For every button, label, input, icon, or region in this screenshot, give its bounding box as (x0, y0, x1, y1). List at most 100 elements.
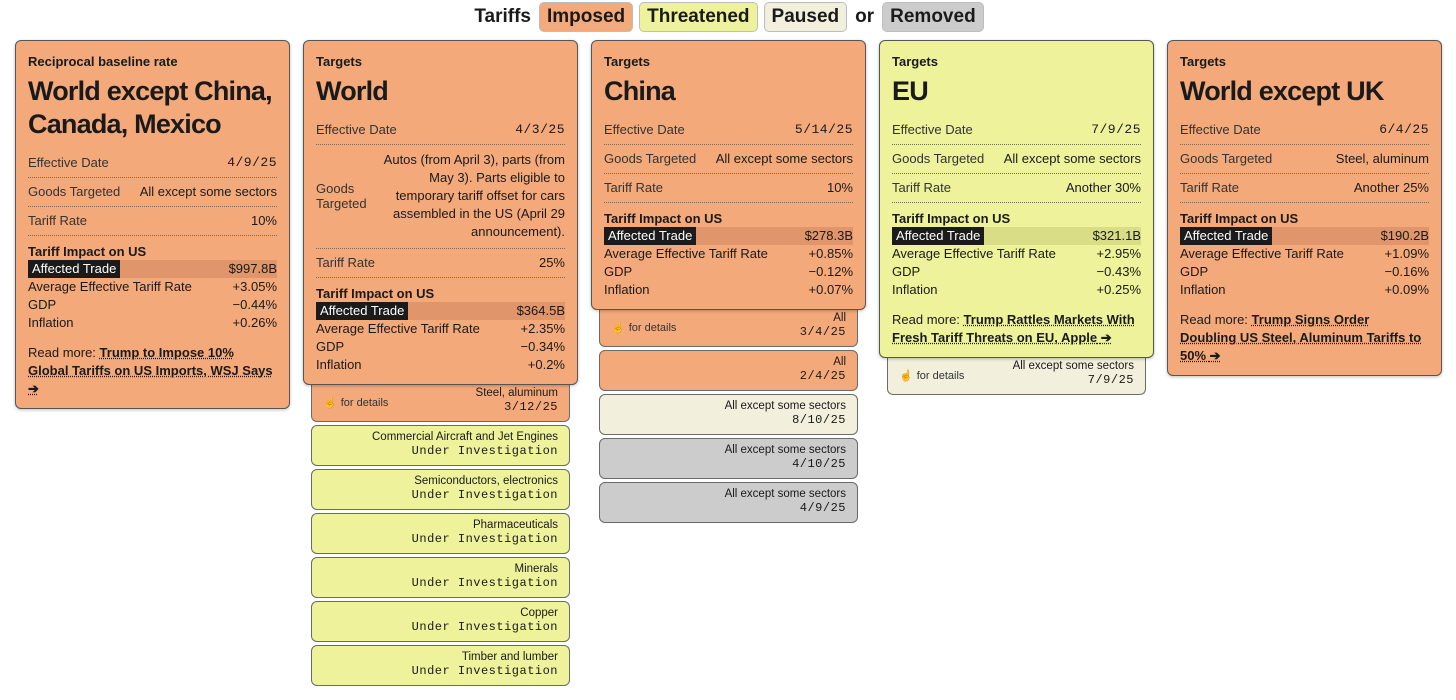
effective-date-value: 4/9/25 (227, 155, 277, 170)
history-item-info: Semiconductors, electronics Under Investi… (412, 475, 558, 502)
tariff-card[interactable]: Reciprocal baseline rate World except Chi… (15, 40, 290, 409)
legend-removed-badge[interactable]: Removed (882, 2, 984, 32)
gdp-label: GDP (28, 297, 57, 312)
read-more-link[interactable]: Trump to Impose 10% Global Tariffs on US… (28, 345, 273, 396)
inflation-value: +0.2% (527, 357, 565, 372)
goods-targeted-label: Goods Targeted (604, 151, 697, 166)
goods-targeted-label: Goods Targeted (892, 151, 985, 166)
history-item[interactable]: Semiconductors, electronics Under Investi… (311, 469, 570, 510)
history-item[interactable]: Commercial Aircraft and Jet Engines Under… (311, 425, 570, 466)
history-goods: Semiconductors, electronics (414, 475, 558, 487)
read-more-label: Read more: (892, 312, 960, 327)
goods-targeted-row: Goods Targeted All except some sectors (892, 145, 1141, 174)
read-more-label: Read more: (28, 345, 96, 360)
tariff-card[interactable]: Targets EU Effective Date 7/9/25 Goods Targe… (879, 40, 1154, 358)
average-effective-tariff-rate-value: +1.09% (1384, 246, 1429, 261)
read-more-link[interactable]: Trump Signs Order Doubling US Steel, Alu… (1180, 312, 1421, 363)
read-more-link[interactable]: Trump Rattles Markets With Fresh Tariff … (892, 312, 1135, 345)
card-kicker: Targets (1180, 54, 1226, 69)
history-date: Under Investigation (411, 576, 558, 590)
for-details-hint[interactable]: ☝ for details (899, 369, 964, 382)
inflation-row: Inflation +0.25% (892, 281, 1141, 299)
affected-trade-label: Affected Trade (28, 260, 121, 278)
history-goods: Steel, aluminum (475, 387, 558, 399)
history-item-info: All except some sectors 4/10/25 (725, 444, 846, 471)
legend-imposed-badge[interactable]: Imposed (539, 2, 634, 32)
history-item-info: All 3/4/25 (800, 312, 846, 339)
tariff-rate-label: Tariff Rate (892, 180, 952, 195)
history-date: Under Investigation (411, 664, 558, 678)
tariff-card[interactable]: Targets World except UK Effective Date 6/4/… (1167, 40, 1442, 376)
tariff-impact-heading: Tariff Impact on US (28, 244, 147, 259)
read-more: Read more: Trump Signs Order Doubling US… (1180, 311, 1429, 365)
tariff-rate-label: Tariff Rate (316, 255, 376, 270)
legend-threatened-badge[interactable]: Threatened (639, 2, 758, 32)
card-kicker: Targets (892, 54, 938, 69)
history-item-info: Minerals Under Investigation (412, 563, 558, 590)
legend-prefix: Tariffs (474, 6, 531, 27)
history-date: 3/4/25 (799, 325, 846, 339)
inflation-label: Inflation (1180, 282, 1226, 297)
effective-date-label: Effective Date (316, 122, 397, 137)
average-effective-tariff-rate-label: Average Effective Tariff Rate (604, 246, 768, 261)
tariff-impact-section: Tariff Impact on US Affected Trade $997.8B… (28, 236, 277, 332)
inflation-label: Inflation (604, 282, 650, 297)
read-more-link-text[interactable]: Trump to Impose 10% Global Tariffs on US… (28, 345, 273, 378)
affected-trade-label: Affected Trade (1180, 227, 1273, 245)
gdp-label: GDP (892, 264, 921, 279)
history-goods: All except some sectors (724, 444, 846, 456)
status-legend: Tariffs Imposed Threatened Paused or Rem… (0, 0, 1456, 34)
tariff-card[interactable]: Targets World Effective Date 4/3/25 Goods Ta… (303, 40, 578, 385)
average-effective-tariff-rate-row: Average Effective Tariff Rate +2.95% (892, 245, 1141, 263)
tariff-rate-label: Tariff Rate (28, 213, 88, 228)
goods-targeted-row: Goods Targeted All except some sectors (604, 145, 853, 174)
effective-date-row: Effective Date 7/9/25 (892, 116, 1141, 145)
goods-targeted-row: Goods Targeted Autos (from April 3), part… (316, 145, 565, 249)
affected-trade-row: Affected Trade $364.5B (316, 302, 565, 320)
history-date: Under Investigation (411, 532, 558, 546)
affected-trade-label: Affected Trade (892, 227, 985, 245)
history-item[interactable]: ☝ for details All except some sectors 7/9/2… (887, 355, 1146, 395)
history-item[interactable]: All 2/4/25 (599, 350, 858, 391)
tariff-rate-label: Tariff Rate (604, 180, 664, 195)
gdp-label: GDP (1180, 264, 1209, 279)
inflation-label: Inflation (892, 282, 938, 297)
gdp-value: −0.12% (808, 264, 853, 279)
tariff-card[interactable]: Targets China Effective Date 5/14/25 Goods T… (591, 40, 866, 310)
effective-date-label: Effective Date (604, 122, 685, 137)
history-goods: All (833, 312, 846, 324)
goods-targeted-label: Goods Targeted (28, 184, 121, 199)
history-item[interactable]: All except some sectors 8/10/25 (599, 394, 858, 435)
arrow-icon: ➔ (1100, 330, 1112, 345)
history-item-info: Timber and lumber Under Investigation (412, 651, 558, 678)
card-title: World (316, 76, 389, 106)
gdp-row: GDP −0.44% (28, 296, 277, 314)
goods-targeted-value: All except some sectors (1003, 151, 1141, 166)
history-item[interactable]: Minerals Under Investigation (311, 557, 570, 598)
history-item[interactable]: Timber and lumber Under Investigation (311, 645, 570, 686)
effective-date-value: 7/9/25 (1091, 122, 1141, 137)
affected-trade-value: $321.1B (1092, 228, 1141, 243)
average-effective-tariff-rate-row: Average Effective Tariff Rate +1.09% (1180, 245, 1429, 263)
for-details-hint[interactable]: ☝ for details (611, 321, 676, 334)
inflation-value: +0.26% (232, 315, 277, 330)
history-item[interactable]: Copper Under Investigation (311, 601, 570, 642)
for-details-hint[interactable]: ☝ for details (323, 396, 388, 409)
history-item-info: Commercial Aircraft and Jet Engines Under… (372, 431, 558, 458)
history-item[interactable]: ☝ for details All 3/4/25 (599, 307, 858, 347)
goods-targeted-value: All except some sectors (139, 184, 277, 199)
read-more-link-text[interactable]: Trump Signs Order Doubling US Steel, Alu… (1180, 312, 1422, 363)
for-details-label: for details (628, 321, 677, 334)
read-more-link-text[interactable]: Trump Rattles Markets With Fresh Tariff … (892, 312, 1135, 345)
effective-date-value: 6/4/25 (1379, 122, 1429, 137)
history-item[interactable]: All except some sectors 4/9/25 (599, 482, 858, 523)
history-item-info: All 2/4/25 (800, 356, 846, 383)
history-item[interactable]: ☝ for details Steel, aluminum 3/12/25 (311, 382, 570, 422)
legend-paused-badge[interactable]: Paused (763, 2, 848, 32)
affected-trade-value: $997.8B (228, 261, 277, 276)
affected-trade-row: Affected Trade $278.3B (604, 227, 853, 245)
gdp-label: GDP (316, 339, 345, 354)
average-effective-tariff-rate-row: Average Effective Tariff Rate +3.05% (28, 278, 277, 296)
history-item[interactable]: Pharmaceuticals Under Investigation (311, 513, 570, 554)
history-item[interactable]: All except some sectors 4/10/25 (599, 438, 858, 479)
